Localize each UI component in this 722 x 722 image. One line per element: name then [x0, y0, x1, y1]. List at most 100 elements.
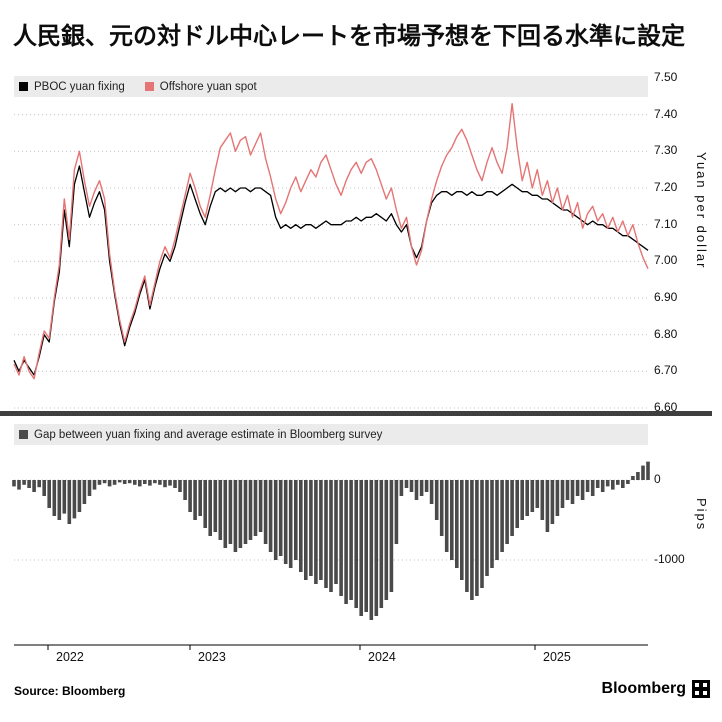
gap-bar — [370, 480, 374, 620]
gap-bar — [395, 480, 399, 544]
gap-bar — [329, 480, 333, 592]
gap-bar — [611, 480, 615, 490]
gap-bar — [586, 480, 590, 492]
gap-bar — [173, 480, 177, 488]
y-tick-label-top: 7.30 — [654, 143, 677, 157]
gap-bar — [123, 480, 127, 484]
gap-bar — [53, 480, 57, 516]
bloomberg-wordmark: Bloomberg — [602, 680, 686, 698]
y-tick-label-top: 6.80 — [654, 327, 677, 341]
gap-bar — [234, 480, 238, 552]
gap-legend-label: Gap between yuan fixing and average esti… — [34, 429, 382, 441]
gap-bar — [606, 480, 610, 486]
gap-bar — [214, 480, 218, 532]
gap-bar — [274, 480, 278, 560]
pboc-legend-label: PBOC yuan fixing — [34, 81, 125, 93]
gap-bar — [380, 480, 384, 608]
gap-bar — [93, 480, 97, 490]
gap-bar — [561, 480, 565, 508]
y-tick-label-top: 7.10 — [654, 217, 677, 231]
gap-bar — [571, 480, 575, 504]
bloomberg-chart-page: 人民銀、元の対ドル中心レートを市場予想を下回る水準に設定 PBOC yuan f… — [0, 0, 722, 722]
y-tick-label-top: 7.20 — [654, 180, 677, 194]
gap-bar — [349, 480, 353, 600]
gap-bar — [450, 480, 454, 560]
gap-bar — [148, 480, 152, 486]
gap-bar — [576, 480, 580, 496]
gap-bar — [42, 480, 46, 496]
gap-bar — [63, 480, 67, 514]
gap-bar — [375, 480, 379, 616]
gap-bar — [490, 480, 494, 568]
source-note: Source: Bloomberg — [14, 684, 125, 698]
y-axis-title-bottom: Pips — [694, 498, 709, 531]
offshore-spot-line — [14, 104, 648, 379]
gap-bar — [12, 480, 16, 486]
y-tick-label-top: 7.50 — [654, 70, 677, 84]
gap-bar — [435, 480, 439, 520]
gap-bar — [601, 480, 605, 492]
gap-bar — [591, 480, 595, 496]
gap-legend-swatch-icon — [19, 430, 28, 439]
gap-bar — [37, 480, 41, 487]
gap-bar — [58, 480, 62, 520]
gap-bar — [22, 480, 26, 485]
gap-bar — [103, 480, 107, 483]
gap-bar — [88, 480, 92, 496]
gap-bar — [541, 480, 545, 520]
y-tick-label-top: 6.60 — [654, 400, 677, 414]
gap-bar — [133, 480, 137, 485]
gap-bar — [500, 480, 504, 552]
gap-bar — [249, 480, 253, 540]
gap-bar — [475, 480, 479, 596]
gap-bar — [319, 480, 323, 580]
gap-bar — [405, 480, 409, 488]
x-tick-label-year: 2024 — [368, 650, 396, 664]
pboc-legend-swatch-icon — [19, 82, 28, 91]
gap-bar — [359, 480, 363, 616]
gap-bar — [113, 480, 117, 485]
gap-bar — [460, 480, 464, 580]
x-tick-label-year: 2023 — [198, 650, 226, 664]
gap-bar — [495, 480, 499, 560]
offshore-legend-label: Offshore yuan spot — [160, 81, 257, 93]
pboc-fixing-line — [14, 166, 648, 375]
gap-bar — [400, 480, 404, 496]
gap-bar — [219, 480, 223, 540]
gap-bar — [621, 480, 625, 488]
y-tick-label-bottom: 0 — [654, 472, 661, 486]
gap-bar — [108, 480, 112, 486]
gap-bar — [354, 480, 358, 608]
y-tick-label-top: 7.00 — [654, 253, 677, 267]
gap-bar — [188, 480, 192, 512]
gap-bar — [465, 480, 469, 592]
gap-bar — [138, 480, 142, 486]
gap-bar — [118, 480, 122, 482]
gap-bar — [254, 480, 258, 536]
gap-bar — [480, 480, 484, 588]
gap-bar — [410, 480, 414, 492]
gap-bar — [415, 480, 419, 500]
gap-bar — [646, 462, 650, 480]
gap-bar — [641, 466, 645, 480]
y-axis-title-top: Yuan per dollar — [694, 152, 709, 269]
chart-canvas — [0, 0, 722, 722]
gap-bar — [178, 480, 182, 492]
y-tick-label-top: 7.40 — [654, 107, 677, 121]
gap-bar — [239, 480, 243, 548]
gap-bar — [27, 480, 31, 488]
gap-bar — [616, 480, 620, 485]
gap-bar — [143, 480, 147, 484]
bloomberg-logo: Bloomberg — [602, 680, 710, 698]
x-tick-label-year: 2022 — [56, 650, 84, 664]
gap-bar — [556, 480, 560, 516]
gap-bar — [163, 480, 167, 487]
gap-bar — [631, 476, 635, 480]
gap-bar — [430, 480, 434, 504]
gap-bar — [390, 480, 394, 592]
gap-bar — [525, 480, 529, 516]
gap-bar — [193, 480, 197, 520]
gap-bar — [596, 480, 600, 488]
gap-bar — [470, 480, 474, 600]
gap-bar — [32, 480, 36, 492]
